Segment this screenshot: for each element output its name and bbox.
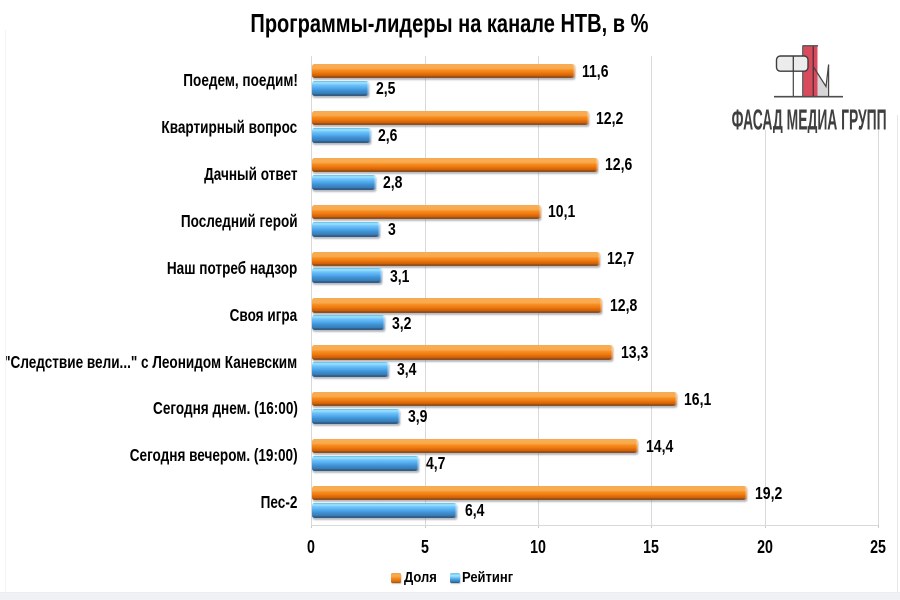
svg-text:ФАСАД МЕДИА ГРУПП: ФАСАД МЕДИА ГРУПП bbox=[732, 104, 887, 133]
